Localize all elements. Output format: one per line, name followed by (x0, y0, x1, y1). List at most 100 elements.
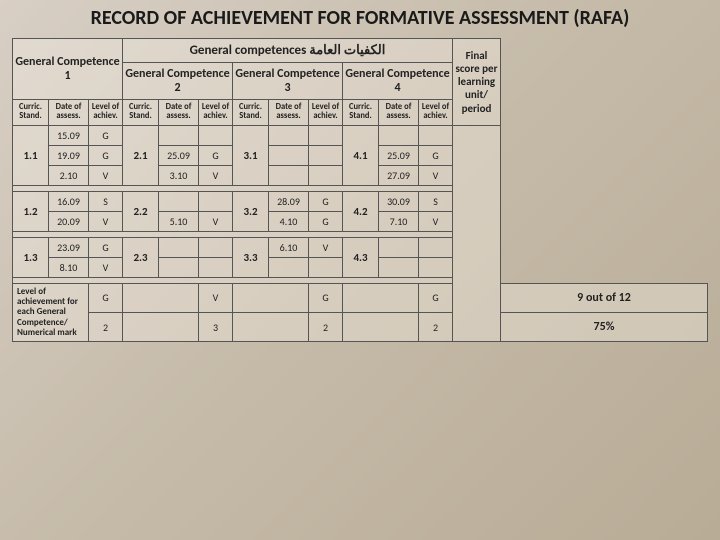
cell-date: 28.09 (269, 191, 309, 211)
cell-date: 6.10 (269, 237, 309, 257)
cell-lv: V (89, 257, 123, 277)
cell-cs: 3.3 (233, 237, 269, 277)
cell-lv: G (89, 125, 123, 145)
cell-date: 2.10 (49, 165, 89, 185)
sub-curric-4: Curric. Stand. (343, 100, 379, 126)
cell-lv: S (419, 191, 453, 211)
footer-blank (233, 283, 309, 312)
cell-lv (419, 237, 453, 257)
cell-lv: G (309, 211, 343, 231)
cell-cs: 4.1 (343, 125, 379, 185)
footer-blank (123, 313, 199, 342)
hdr-final: Final score per learning unit/ period (453, 39, 501, 126)
cell-date: 8.10 (49, 257, 89, 277)
cell-lv: V (419, 165, 453, 185)
cell-lv (419, 257, 453, 277)
cell-date (269, 145, 309, 165)
cell-lv: G (199, 145, 233, 165)
hdr-gc-text: General competences (190, 43, 307, 58)
cell-lv: V (199, 211, 233, 231)
cell-lv: G (89, 145, 123, 165)
cell-date (159, 257, 199, 277)
sub-date-2: Date of assess. (159, 100, 199, 126)
cell-date: 7.10 (379, 211, 419, 231)
hdr-gc-arabic: الكفيات العامة (309, 43, 385, 58)
sub-level-1: Level of achiev. (89, 100, 123, 126)
cell-date: 25.09 (379, 145, 419, 165)
cell-lv: G (419, 145, 453, 165)
cell-cs: 1.1 (13, 125, 49, 185)
cell-lv (419, 125, 453, 145)
hdr-comp3: General Competence 3 (233, 63, 343, 100)
cell-date (159, 125, 199, 145)
cell-date (379, 257, 419, 277)
sub-date-1: Date of assess. (49, 100, 89, 126)
footer-row-level: Level of achievement for each General Co… (13, 283, 708, 312)
cell-date: 3.10 (159, 165, 199, 185)
cell-lv (199, 125, 233, 145)
final-score-1: 9 out of 12 (501, 283, 708, 312)
cell-date: 30.09 (379, 191, 419, 211)
sub-date-4: Date of assess. (379, 100, 419, 126)
page-title: RECORD OF ACHIEVEMENT FOR FORMATIVE ASSE… (0, 0, 720, 38)
rafa-table: General Competence 1 General competences… (12, 38, 708, 342)
footer-lv-4: G (419, 283, 453, 312)
cell-lv (309, 165, 343, 185)
cell-date: 27.09 (379, 165, 419, 185)
cell-lv: V (309, 237, 343, 257)
cell-lv (309, 257, 343, 277)
hdr-comp1: General Competence 1 (13, 39, 123, 100)
cell-lv: S (89, 191, 123, 211)
cell-date: 15.09 (49, 125, 89, 145)
cell-date: 4.10 (269, 211, 309, 231)
sub-curric-1: Curric. Stand. (13, 100, 49, 126)
cell-date: 25.09 (159, 145, 199, 165)
footer-blank (343, 283, 419, 312)
footer-num-1: 2 (89, 313, 123, 342)
footer-blank (123, 283, 199, 312)
cell-lv (309, 145, 343, 165)
cell-date (269, 125, 309, 145)
cell-lv: V (419, 211, 453, 231)
cell-lv: G (89, 237, 123, 257)
cell-cs: 2.2 (123, 191, 159, 231)
footer-num-3: 2 (309, 313, 343, 342)
footer-num-4: 2 (419, 313, 453, 342)
cell-lv: V (89, 211, 123, 231)
cell-date (379, 125, 419, 145)
sub-level-4: Level of achiev. (419, 100, 453, 126)
sub-date-3: Date of assess. (269, 100, 309, 126)
cell-lv (199, 257, 233, 277)
footer-label: Level of achievement for each General Co… (13, 283, 89, 342)
hdr-comp2: General Competence 2 (123, 63, 233, 100)
cell-date: 5.10 (159, 211, 199, 231)
final-score-2: 75% (501, 313, 708, 342)
cell-cs: 4.2 (343, 191, 379, 231)
cell-date (379, 237, 419, 257)
final-blank (453, 125, 501, 342)
footer-blank (233, 313, 309, 342)
cell-date: 19.09 (49, 145, 89, 165)
sub-level-3: Level of achiev. (309, 100, 343, 126)
cell-lv: V (199, 165, 233, 185)
hdr-general-competences: General competences الكفيات العامة (123, 39, 453, 63)
footer-lv-3: G (309, 283, 343, 312)
table-container: General Competence 1 General competences… (0, 38, 720, 342)
hdr-comp4: General Competence 4 (343, 63, 453, 100)
table-row: 1.2 16.09S 2.2 3.2 28.09G 4.2 30.09S (13, 191, 708, 211)
footer-num-2: 3 (199, 313, 233, 342)
cell-date: 20.09 (49, 211, 89, 231)
cell-lv: G (309, 191, 343, 211)
table-row: 1.1 15.09 G 2.1 3.1 4.1 (13, 125, 708, 145)
footer-lv-1: G (89, 283, 123, 312)
cell-cs: 2.1 (123, 125, 159, 185)
sub-level-2: Level of achiev. (199, 100, 233, 126)
cell-cs: 4.3 (343, 237, 379, 277)
cell-date (159, 191, 199, 211)
cell-date: 23.09 (49, 237, 89, 257)
footer-blank (343, 313, 419, 342)
cell-lv: V (89, 165, 123, 185)
cell-lv (309, 125, 343, 145)
footer-row-num: 2 3 2 2 75% (13, 313, 708, 342)
cell-lv (199, 191, 233, 211)
